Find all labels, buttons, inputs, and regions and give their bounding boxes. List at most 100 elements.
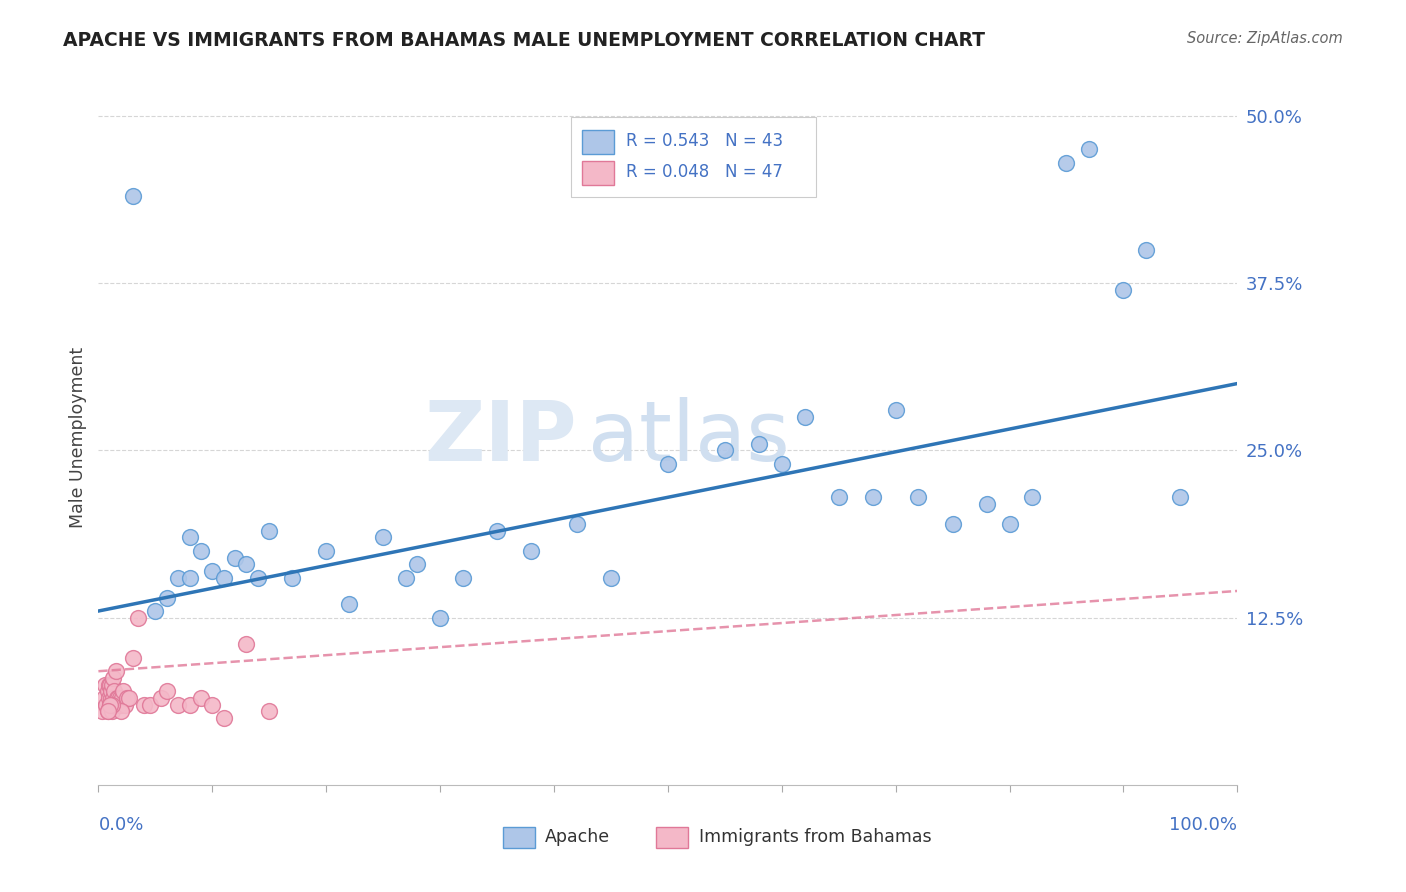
Point	[132, 698, 155, 712]
FancyBboxPatch shape	[503, 827, 534, 847]
Point	[259, 524, 281, 538]
Point	[107, 690, 129, 705]
Point	[565, 516, 588, 531]
Point	[127, 611, 149, 625]
Point	[94, 678, 117, 692]
Point	[201, 564, 224, 578]
Point	[108, 690, 131, 705]
FancyBboxPatch shape	[582, 161, 614, 185]
Point	[111, 690, 134, 705]
Y-axis label: Male Unemployment: Male Unemployment	[69, 346, 87, 528]
Text: Apache: Apache	[546, 828, 610, 847]
Point	[770, 457, 793, 471]
Point	[103, 690, 125, 705]
Point	[167, 571, 190, 585]
Point	[714, 443, 737, 458]
Point	[150, 690, 173, 705]
Point	[1078, 143, 1101, 157]
Point	[429, 611, 451, 625]
Point	[486, 524, 509, 538]
Point	[201, 698, 224, 712]
Point	[98, 698, 121, 712]
Point	[104, 664, 127, 679]
Point	[101, 705, 124, 719]
Point	[118, 690, 141, 705]
Point	[112, 684, 135, 698]
Point	[828, 490, 851, 504]
Point	[1170, 490, 1192, 504]
Point	[884, 403, 907, 417]
Point	[156, 684, 179, 698]
Point	[406, 557, 429, 572]
Point	[657, 457, 679, 471]
Point	[90, 705, 112, 719]
Point	[97, 678, 120, 692]
Point	[395, 571, 418, 585]
Point	[976, 497, 998, 511]
Point	[862, 490, 884, 504]
Point	[96, 705, 118, 719]
FancyBboxPatch shape	[571, 117, 815, 197]
Point	[96, 684, 118, 698]
Point	[93, 690, 115, 705]
Point	[520, 544, 543, 558]
Point	[190, 690, 212, 705]
Point	[1112, 283, 1135, 297]
Point	[100, 684, 122, 698]
Point	[121, 651, 143, 665]
Text: 100.0%: 100.0%	[1170, 815, 1237, 833]
Point	[1054, 155, 1078, 169]
Point	[98, 698, 121, 712]
Point	[121, 189, 143, 203]
FancyBboxPatch shape	[582, 130, 614, 154]
Point	[235, 637, 257, 651]
Point	[105, 690, 128, 705]
Point	[246, 571, 269, 585]
Point	[103, 698, 125, 712]
Point	[98, 678, 121, 692]
Point	[337, 598, 360, 612]
Point	[115, 690, 138, 705]
Point	[110, 698, 132, 712]
Text: R = 0.048   N = 47: R = 0.048 N = 47	[626, 163, 783, 181]
Point	[179, 698, 201, 712]
Point	[998, 516, 1021, 531]
Text: atlas: atlas	[588, 397, 790, 477]
Point	[145, 604, 167, 618]
Point	[190, 544, 212, 558]
Point	[1021, 490, 1043, 504]
Point	[212, 571, 235, 585]
Point	[97, 690, 120, 705]
Point	[156, 591, 179, 605]
Point	[942, 516, 965, 531]
Point	[179, 530, 201, 544]
Point	[371, 530, 394, 544]
Point	[281, 571, 304, 585]
Point	[104, 698, 127, 712]
Point	[103, 671, 125, 685]
Point	[103, 684, 125, 698]
Point	[101, 698, 124, 712]
Point	[907, 490, 929, 504]
Point	[179, 571, 201, 585]
Point	[600, 571, 623, 585]
Point	[96, 698, 118, 712]
Point	[748, 436, 770, 450]
Text: R = 0.543   N = 43: R = 0.543 N = 43	[626, 132, 783, 151]
Text: ZIP: ZIP	[425, 397, 576, 477]
Point	[259, 705, 281, 719]
Point	[1135, 243, 1157, 257]
Text: APACHE VS IMMIGRANTS FROM BAHAMAS MALE UNEMPLOYMENT CORRELATION CHART: APACHE VS IMMIGRANTS FROM BAHAMAS MALE U…	[63, 31, 986, 50]
Text: 0.0%: 0.0%	[98, 815, 143, 833]
Point	[110, 705, 132, 719]
Point	[212, 711, 235, 725]
Point	[315, 544, 337, 558]
Point	[167, 698, 190, 712]
Point	[138, 698, 160, 712]
Point	[96, 705, 118, 719]
Point	[108, 698, 131, 712]
Text: Source: ZipAtlas.com: Source: ZipAtlas.com	[1187, 31, 1343, 46]
Text: Immigrants from Bahamas: Immigrants from Bahamas	[699, 828, 931, 847]
Point	[224, 550, 246, 565]
Point	[235, 557, 257, 572]
